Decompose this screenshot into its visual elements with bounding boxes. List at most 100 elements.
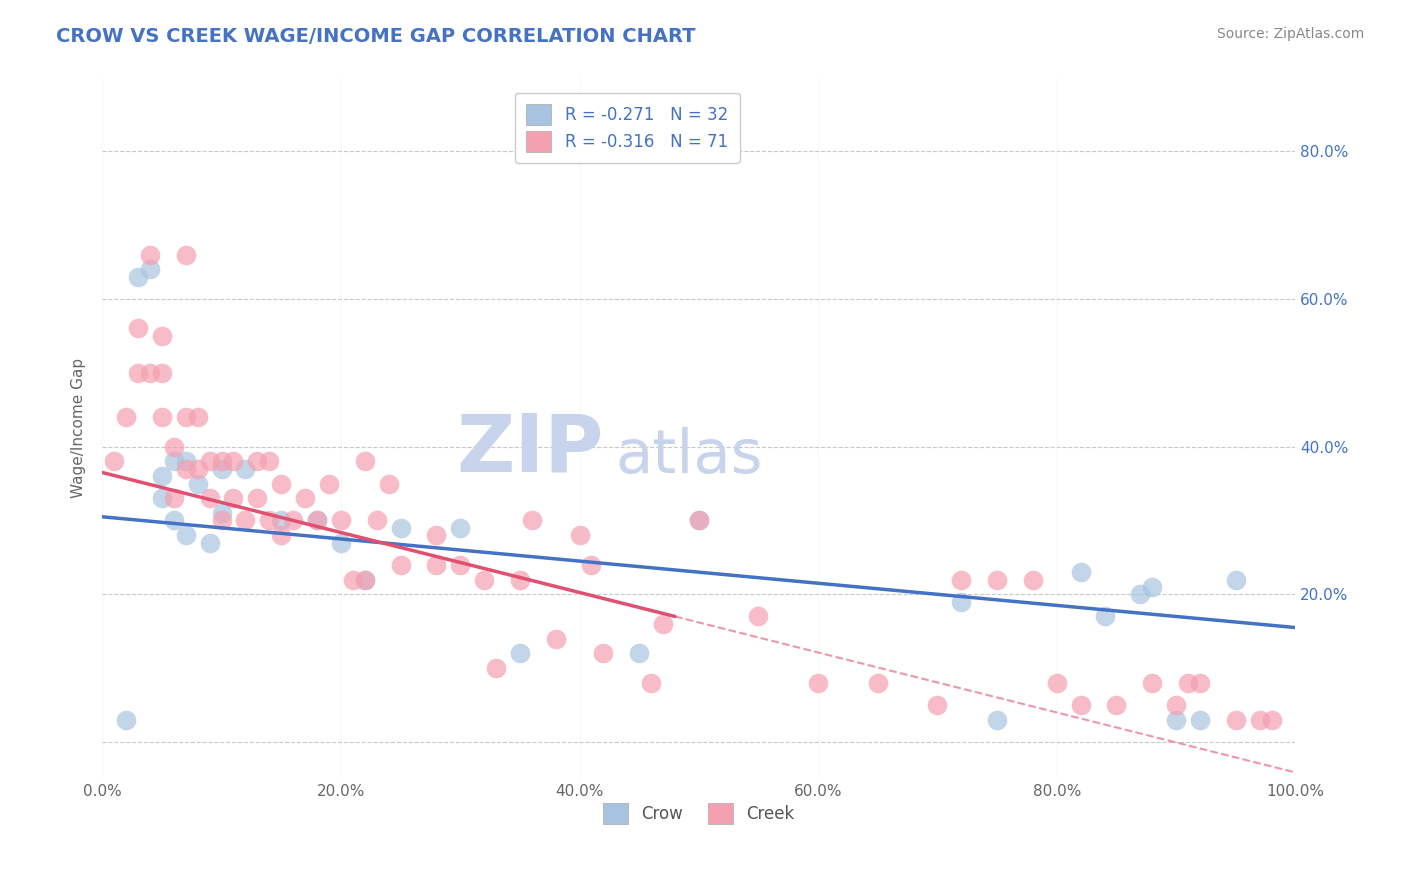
Point [950,573,973,587]
Point [353,573,375,587]
Point [927,698,949,712]
Point [163,454,186,468]
Point [1225,573,1247,587]
Point [211,506,233,520]
Point [950,595,973,609]
Point [807,676,830,690]
Point [270,476,292,491]
Point [211,454,233,468]
Point [1188,676,1211,690]
Point [235,513,257,527]
Point [425,558,447,572]
Point [1070,565,1092,579]
Legend: Crow, Creek: Crow, Creek [593,793,804,834]
Point [1166,698,1188,712]
Point [198,535,221,549]
Point [174,528,197,542]
Point [163,491,186,506]
Point [174,410,197,425]
Point [198,491,221,506]
Point [103,454,125,468]
Point [1249,713,1271,727]
Point [163,440,186,454]
Point [568,528,591,542]
Point [305,513,328,527]
Point [174,462,197,476]
Point [329,513,352,527]
Point [127,321,149,335]
Point [115,410,138,425]
Point [592,647,614,661]
Point [377,476,399,491]
Point [1022,573,1045,587]
Point [509,647,531,661]
Point [640,676,662,690]
Point [150,329,173,343]
Point [150,469,173,483]
Point [747,609,769,624]
Point [139,247,162,261]
Y-axis label: Wage/Income Gap: Wage/Income Gap [72,358,86,499]
Point [1260,713,1282,727]
Point [472,573,495,587]
Point [211,513,233,527]
Point [544,632,567,646]
Text: ZIP: ZIP [456,410,603,488]
Text: atlas: atlas [616,426,763,486]
Point [652,616,675,631]
Point [1070,698,1092,712]
Point [581,558,603,572]
Point [318,476,340,491]
Point [139,262,162,277]
Point [187,476,209,491]
Point [866,676,889,690]
Point [246,454,269,468]
Point [986,713,1008,727]
Point [281,513,304,527]
Point [342,573,364,587]
Point [449,521,471,535]
Point [270,528,292,542]
Point [187,410,209,425]
Point [509,573,531,587]
Point [139,366,162,380]
Point [127,366,149,380]
Point [1225,713,1247,727]
Point [366,513,388,527]
Point [187,462,209,476]
Point [986,573,1008,587]
Point [174,454,197,468]
Point [1142,580,1164,594]
Point [222,491,245,506]
Point [211,462,233,476]
Point [1188,713,1211,727]
Point [174,247,197,261]
Point [198,454,221,468]
Point [270,513,292,527]
Point [150,410,173,425]
Point [115,713,138,727]
Point [294,491,316,506]
Point [163,513,186,527]
Point [150,366,173,380]
Point [449,558,471,572]
Point [389,558,412,572]
Point [353,573,375,587]
Point [222,454,245,468]
Point [425,528,447,542]
Point [628,647,651,661]
Text: Source: ZipAtlas.com: Source: ZipAtlas.com [1216,27,1364,41]
Point [353,454,375,468]
Point [1046,676,1069,690]
Point [150,491,173,506]
Point [259,454,281,468]
Point [246,491,269,506]
Point [520,513,543,527]
Point [1094,609,1116,624]
Point [1129,587,1152,601]
Point [329,535,352,549]
Text: CROW VS CREEK WAGE/INCOME GAP CORRELATION CHART: CROW VS CREEK WAGE/INCOME GAP CORRELATIO… [56,27,696,45]
Point [688,513,710,527]
Point [1166,713,1188,727]
Point [1105,698,1128,712]
